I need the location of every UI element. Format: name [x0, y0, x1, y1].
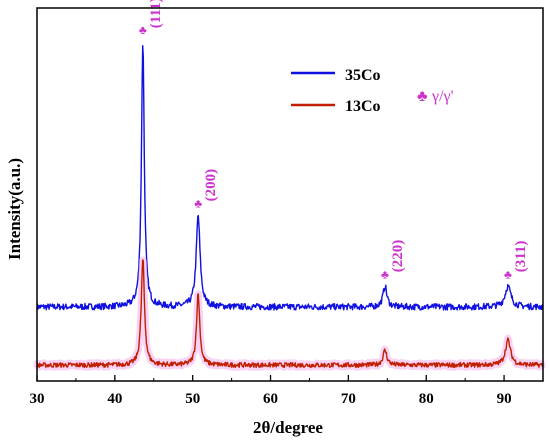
plot-background: [37, 8, 543, 381]
legend-label-35co: 35Co: [345, 67, 381, 84]
x-axis-title: 2θ/degree: [253, 418, 323, 437]
y-axis-title: Intensity(a.u.): [5, 158, 24, 260]
peak-marker-icon: ♣: [381, 267, 389, 281]
peak-label-3: (311): [513, 241, 529, 273]
x-tick-label: 30: [30, 391, 45, 407]
series-layer: [33, 45, 546, 371]
peak-marker-icon: ♣: [139, 23, 147, 37]
x-tick-label: 40: [107, 391, 122, 407]
peak-marker-icon: ♣: [504, 267, 512, 281]
x-tick-label: 90: [497, 391, 512, 407]
legend-label-13co: 13Co: [345, 98, 381, 115]
phase-legend-label: γ/γ': [431, 88, 454, 105]
x-tick-label: 70: [341, 391, 356, 407]
x-tick-label: 60: [263, 391, 278, 407]
x-tick-label: 50: [185, 391, 200, 407]
legend: 35Co 13Co ♣ γ/γ': [291, 67, 454, 115]
phase-legend-symbol-icon: ♣: [417, 88, 428, 105]
peak-label-0: (111): [148, 0, 164, 28]
plot-frame: [36, 7, 544, 382]
plot-area: [37, 8, 543, 381]
axes-layer: 30 40 50 60 70 80 90: [30, 7, 544, 407]
peak-label-2: (220): [390, 240, 406, 273]
peak-annotations: ♣(111)♣(200)♣(220)♣(311): [139, 0, 529, 281]
peak-label-1: (200): [203, 169, 219, 202]
x-tick-label: 80: [419, 391, 434, 407]
series-line-13co: [36, 259, 544, 369]
series-line-35co: [36, 45, 544, 311]
peak-marker-icon: ♣: [194, 196, 202, 210]
